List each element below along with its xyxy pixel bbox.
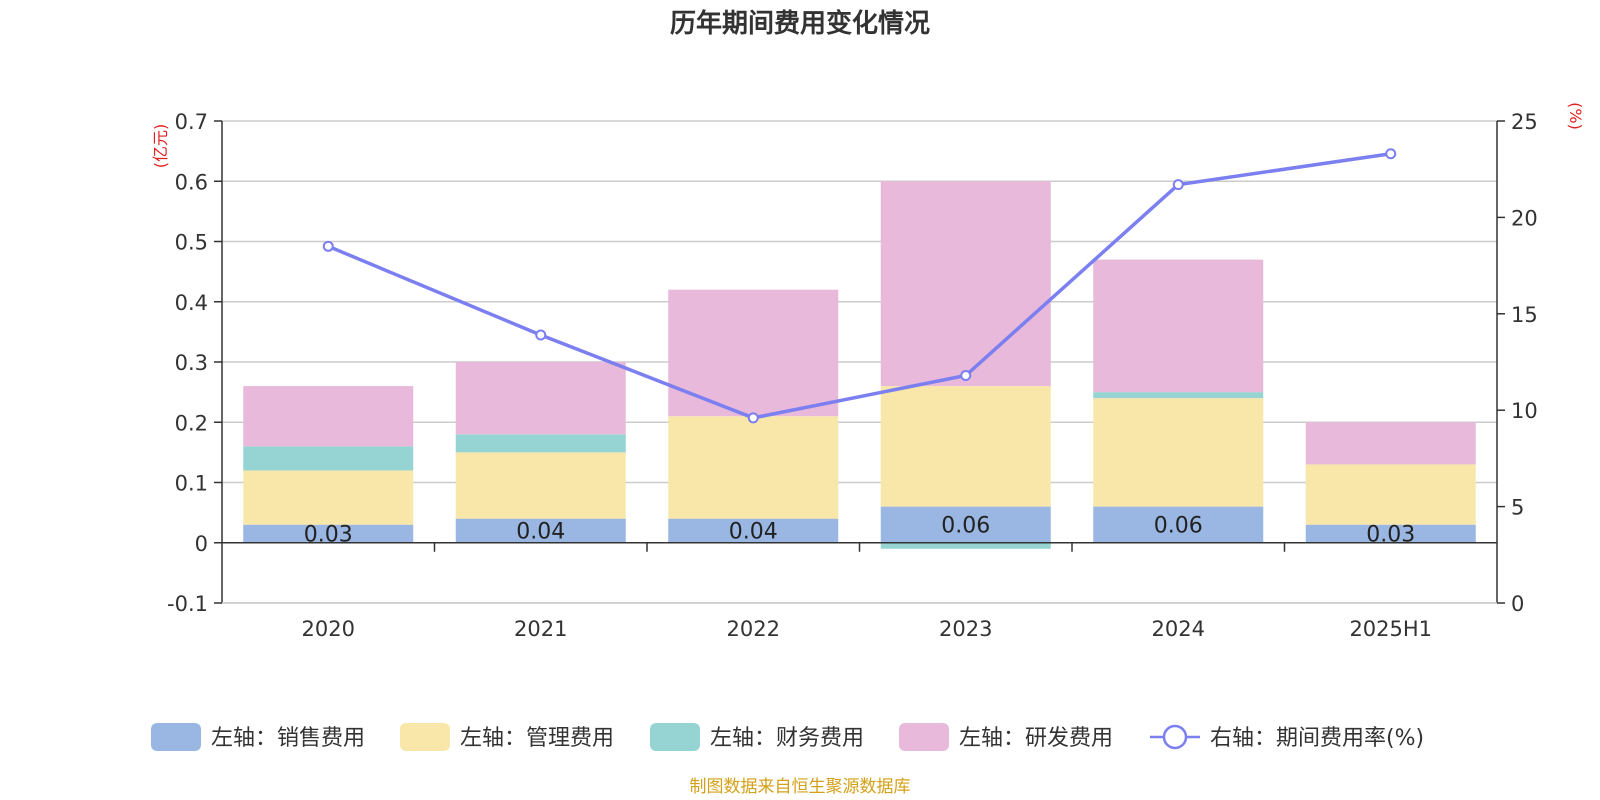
bar-segment (880, 506, 1051, 543)
axes (221, 121, 1498, 604)
bar-segment (668, 518, 839, 543)
bar-segment (1093, 398, 1264, 507)
left-axis: -0.1 0 0.1 0.2 0.3 0.4 0.5 0.6 0.7 (167, 110, 222, 616)
rate-line-series (322, 148, 1397, 424)
bar-segment (880, 386, 1051, 507)
bar-segment (1093, 259, 1264, 393)
right-tick-label: 0 (1511, 592, 1524, 616)
left-tick-label: 0.3 (175, 351, 208, 375)
bar-segment (243, 386, 414, 447)
left-tick-label: 0.5 (175, 231, 208, 255)
bar-segment (1093, 506, 1264, 543)
chart-title: 历年期间费用变化情况 (670, 8, 930, 39)
rate-line (327, 152, 1392, 420)
bar-segment (455, 434, 626, 453)
data-source-note: 制图数据来自恒生聚源数据库 (690, 777, 911, 797)
right-tick-label: 5 (1511, 496, 1524, 520)
bar-segment (1305, 524, 1476, 543)
right-tick-label: 20 (1511, 206, 1538, 230)
left-tick-label: 0.7 (175, 110, 208, 134)
x-axis-labels: 2020 2021 2022 2023 2024 2025H1 (302, 617, 1433, 641)
data-labels: 0.03 0.04 0.04 0.06 0.06 0.03 (304, 514, 1415, 548)
legend-label: 右轴：期间费用率(%) (1210, 726, 1424, 751)
left-tick-label: 0.6 (175, 170, 208, 194)
left-axis-unit: (亿元) (151, 124, 170, 169)
bar-series (243, 181, 1476, 549)
legend-swatch (151, 723, 201, 751)
left-tick-label: 0.2 (175, 411, 208, 435)
bar-segment (1305, 422, 1476, 465)
right-axis: 0 5 10 15 20 25 (1497, 110, 1538, 616)
bar-segment (880, 181, 1051, 387)
bar-segment (668, 289, 839, 417)
x-tick-label: 2021 (514, 617, 567, 641)
right-axis-unit: (%) (1566, 102, 1585, 130)
bar-segment (455, 362, 626, 435)
rate-point (322, 240, 334, 252)
bar-segment (243, 446, 414, 471)
x-tick-label: 2024 (1152, 617, 1205, 641)
data-label: 0.04 (729, 520, 778, 545)
legend-label: 左轴：销售费用 (211, 726, 365, 751)
legend-swatch (899, 723, 949, 751)
left-tick-label: 0.1 (175, 472, 208, 496)
data-label: 0.06 (941, 514, 990, 539)
x-tick-label: 2025H1 (1349, 617, 1432, 641)
data-label: 0.03 (304, 523, 353, 548)
x-tick-label: 2022 (727, 617, 780, 641)
x-tick-label: 2020 (302, 617, 355, 641)
data-label: 0.06 (1154, 514, 1203, 539)
bar-segment (243, 470, 414, 525)
legend-swatch (400, 723, 450, 751)
bar-segment (1093, 392, 1264, 399)
right-tick-label: 25 (1511, 110, 1538, 134)
legend-label: 左轴：财务费用 (710, 726, 864, 751)
rate-point (1385, 148, 1397, 160)
bar-segment (243, 524, 414, 543)
data-label: 0.04 (516, 520, 565, 545)
bar-segment (880, 542, 1051, 549)
data-label: 0.03 (1366, 523, 1415, 548)
right-tick-label: 10 (1511, 399, 1538, 423)
bar-segment (455, 452, 626, 519)
bar-segment (1305, 464, 1476, 525)
rate-point (747, 412, 759, 424)
right-tick-label: 15 (1511, 303, 1538, 327)
left-tick-label: 0.4 (175, 291, 208, 315)
grid-lines (222, 120, 1497, 604)
legend-label: 左轴：管理费用 (460, 726, 614, 751)
rate-point (535, 329, 547, 341)
bar-segment (455, 518, 626, 543)
left-tick-label: 0 (195, 532, 208, 556)
legend-marker-icon (1162, 724, 1188, 750)
bar-segment (668, 416, 839, 519)
x-tick-label: 2023 (939, 617, 992, 641)
legend: 左轴：销售费用 左轴：管理费用 左轴：财务费用 左轴：研发费用 右轴：期间费用率(%) (151, 723, 1424, 751)
rate-point (1172, 179, 1184, 191)
legend-label: 左轴：研发费用 (959, 726, 1113, 751)
left-tick-label: -0.1 (167, 592, 208, 616)
rate-point (960, 369, 972, 381)
legend-swatch (650, 723, 700, 751)
